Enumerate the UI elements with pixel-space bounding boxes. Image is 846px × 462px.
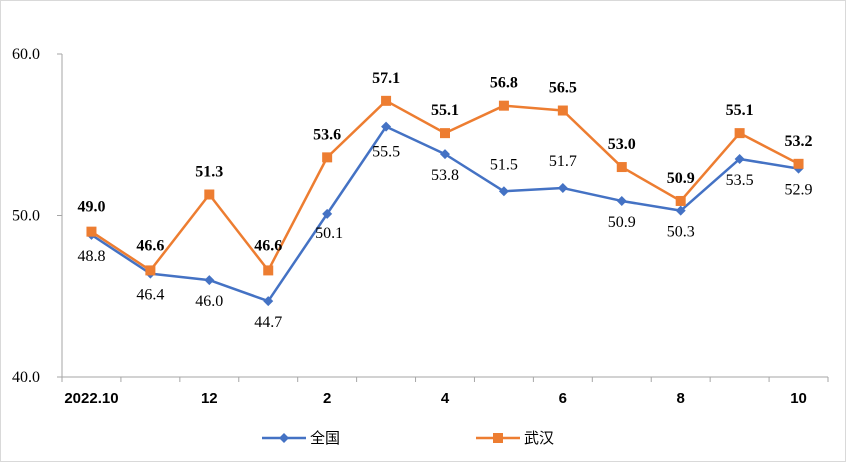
data-label-national: 46.0	[195, 293, 223, 310]
x-tick-label: 2022.10	[64, 390, 118, 407]
data-label-wuhan: 51.3	[195, 164, 223, 181]
legend-marker-national	[279, 433, 289, 443]
data-label-wuhan: 46.6	[136, 237, 164, 254]
x-tick-label: 2	[323, 390, 331, 407]
data-label-national: 53.8	[431, 167, 459, 184]
x-tick-label: 12	[201, 390, 218, 407]
data-point-national	[675, 205, 686, 216]
data-point-wuhan	[440, 128, 450, 139]
data-label-national: 55.5	[372, 144, 400, 161]
data-label-national: 46.4	[136, 287, 164, 304]
data-point-national	[498, 186, 509, 197]
data-label-national: 52.9	[785, 182, 813, 199]
y-tick-label: 50.0	[12, 208, 40, 225]
data-label-wuhan: 55.1	[726, 102, 754, 119]
legend-label-national: 全国	[310, 429, 340, 447]
data-point-wuhan	[675, 195, 686, 206]
data-point-national	[734, 153, 745, 164]
data-point-wuhan	[145, 265, 156, 276]
x-tick-label: 10	[790, 390, 807, 407]
y-tick-label: 60.0	[12, 46, 40, 63]
data-point-national	[381, 121, 392, 132]
data-label-wuhan: 56.5	[549, 80, 577, 97]
data-label-national: 51.5	[490, 156, 518, 173]
x-tick-label: 4	[441, 390, 450, 407]
data-label-national: 44.7	[254, 314, 282, 331]
data-point-national	[616, 195, 627, 206]
data-label-national: 53.5	[726, 172, 754, 189]
data-point-national	[263, 296, 274, 307]
data-label-wuhan: 57.1	[372, 70, 400, 87]
legend-label-wuhan: 武汉	[524, 429, 554, 447]
data-point-wuhan	[322, 152, 333, 163]
data-label-wuhan: 53.6	[313, 126, 341, 143]
y-tick-label: 40.0	[12, 369, 40, 386]
legend-marker-wuhan	[493, 433, 503, 443]
data-label-wuhan: 55.1	[431, 102, 459, 119]
data-point-national	[557, 183, 568, 194]
data-point-wuhan	[204, 189, 215, 200]
data-point-national	[322, 208, 333, 219]
data-label-wuhan: 56.8	[490, 75, 518, 92]
data-point-national	[440, 149, 450, 160]
data-label-wuhan: 53.2	[785, 133, 813, 150]
data-point-wuhan	[734, 128, 745, 139]
data-label-wuhan: 50.9	[667, 170, 695, 187]
x-tick-label: 6	[559, 390, 567, 407]
data-label-national: 50.1	[315, 225, 343, 242]
x-tick-label: 8	[677, 390, 685, 407]
data-label-wuhan: 46.6	[254, 237, 282, 254]
data-label-national: 50.9	[608, 214, 636, 231]
data-point-wuhan	[557, 105, 568, 116]
data-point-national	[204, 275, 215, 286]
data-point-wuhan	[263, 265, 274, 276]
data-label-wuhan: 49.0	[77, 199, 105, 216]
data-point-wuhan	[498, 100, 509, 111]
data-point-wuhan	[381, 95, 392, 106]
data-point-wuhan	[616, 162, 627, 173]
data-point-wuhan	[86, 226, 97, 237]
data-point-wuhan	[793, 158, 804, 169]
data-label-national: 51.7	[549, 153, 577, 170]
data-label-national: 50.3	[667, 224, 695, 241]
data-label-wuhan: 53.0	[608, 136, 636, 153]
data-label-national: 48.8	[77, 248, 105, 265]
